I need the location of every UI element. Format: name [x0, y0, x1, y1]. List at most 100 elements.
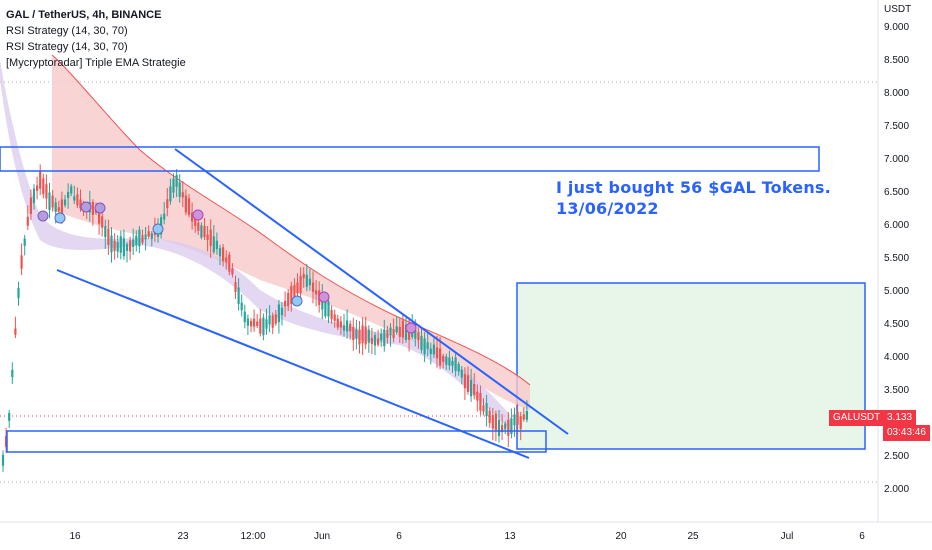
- candle-body: [206, 234, 209, 240]
- candle-body: [228, 254, 231, 272]
- candle-body: [473, 383, 476, 396]
- candle-body: [293, 284, 296, 298]
- target-zone[interactable]: [516, 282, 866, 450]
- candle-body: [470, 379, 473, 397]
- candle-body: [271, 315, 274, 328]
- candle-body: [212, 236, 215, 253]
- candle-body: [349, 323, 352, 332]
- candle-body: [352, 326, 355, 341]
- resistance-box[interactable]: [0, 146, 820, 172]
- candle-body: [73, 196, 76, 201]
- candle-body: [287, 292, 290, 307]
- candle-body: [333, 314, 336, 321]
- candle-body: [194, 214, 197, 226]
- candle-body: [476, 391, 479, 401]
- candle-body: [482, 405, 485, 412]
- candle-body: [513, 414, 516, 426]
- candle-body: [191, 212, 194, 222]
- candle-body: [439, 348, 442, 366]
- candle-body: [296, 282, 299, 294]
- candle-body: [42, 178, 45, 195]
- ema-long-line: [51, 54, 531, 386]
- price-tick: 9.000: [884, 22, 910, 33]
- indicator-label-rsi-2[interactable]: RSI Strategy (14, 30, 70): [6, 41, 128, 53]
- candle-body: [36, 185, 39, 191]
- rsi-marker: [152, 223, 164, 235]
- time-tick: 13: [504, 531, 516, 542]
- price-tick: 8.500: [884, 55, 910, 66]
- candle-body: [404, 324, 408, 340]
- candle-body: [364, 326, 367, 345]
- candle-body: [290, 285, 293, 304]
- rsi-marker: [318, 291, 330, 303]
- candle-body: [274, 314, 277, 324]
- candle-body: [305, 274, 308, 287]
- candle-body: [70, 186, 73, 194]
- candle-body: [488, 410, 491, 424]
- candle-body: [246, 318, 249, 326]
- time-tick: Jul: [780, 531, 794, 542]
- bar-countdown-label: 03:43:46: [883, 425, 930, 441]
- candle-body: [234, 282, 237, 292]
- candle-body: [237, 287, 240, 304]
- price-tick: 4.500: [884, 319, 910, 330]
- candle-body: [466, 375, 470, 393]
- candle-body: [429, 348, 432, 355]
- rsi-marker: [94, 202, 106, 214]
- candle-body: [299, 275, 302, 294]
- symbol-price-badge: GALUSDT: [829, 410, 885, 426]
- candle-body: [346, 320, 349, 332]
- candle-body: [516, 411, 519, 425]
- candle-body: [383, 329, 386, 347]
- support-box[interactable]: [6, 430, 547, 453]
- candle-body: [284, 300, 287, 307]
- candle-body: [29, 197, 32, 214]
- candle-body: [392, 329, 395, 339]
- candle-body: [451, 360, 454, 366]
- candle-body: [280, 307, 284, 316]
- annotation-text-line2[interactable]: 13/06/2022: [556, 199, 659, 218]
- candle-body: [98, 211, 101, 224]
- candle-body: [491, 414, 494, 429]
- time-tick: 20: [615, 531, 627, 542]
- chart-title[interactable]: GAL / TetherUS, 4h, BINANCE: [6, 9, 162, 21]
- candle-body: [175, 175, 178, 187]
- price-tick: 4.000: [884, 352, 910, 363]
- candle-body: [370, 338, 373, 344]
- rsi-marker: [37, 210, 49, 222]
- indicator-label-ema[interactable]: [Mycryptoradar] Triple EMA Strategie: [6, 57, 186, 69]
- candle-body: [122, 238, 125, 257]
- candle-body: [445, 356, 448, 365]
- candle-body: [259, 318, 262, 334]
- annotation-text-line1[interactable]: I just bought 56 $GAL Tokens.: [556, 178, 831, 197]
- time-tick: 6: [396, 531, 402, 542]
- candle-body: [395, 326, 398, 333]
- candle-body: [373, 335, 377, 346]
- rsi-marker: [291, 295, 303, 307]
- candle-body: [389, 327, 392, 336]
- candle-body: [141, 235, 144, 243]
- candle-body: [110, 235, 113, 253]
- candle-body: [119, 236, 122, 253]
- time-tick: 25: [687, 531, 699, 542]
- indicator-label-rsi-1[interactable]: RSI Strategy (14, 30, 70): [6, 25, 128, 37]
- candle-body: [249, 320, 253, 327]
- candle-body: [501, 424, 504, 433]
- candle-body: [125, 244, 129, 251]
- rsi-marker: [405, 322, 417, 334]
- candle-body: [417, 332, 420, 341]
- candle-body: [414, 329, 417, 339]
- upper-trendline[interactable]: [174, 148, 569, 435]
- candle-body: [426, 342, 429, 349]
- candle-body: [101, 216, 104, 228]
- candle-body: [479, 393, 482, 411]
- candle-body: [504, 423, 507, 430]
- candle-body: [355, 329, 358, 339]
- candle-body: [113, 240, 116, 251]
- candle-body: [209, 229, 212, 246]
- lower-trendline[interactable]: [56, 269, 530, 459]
- price-tick: 2.500: [884, 451, 910, 462]
- rsi-signal-markers: [37, 201, 417, 334]
- candle-body: [361, 325, 364, 344]
